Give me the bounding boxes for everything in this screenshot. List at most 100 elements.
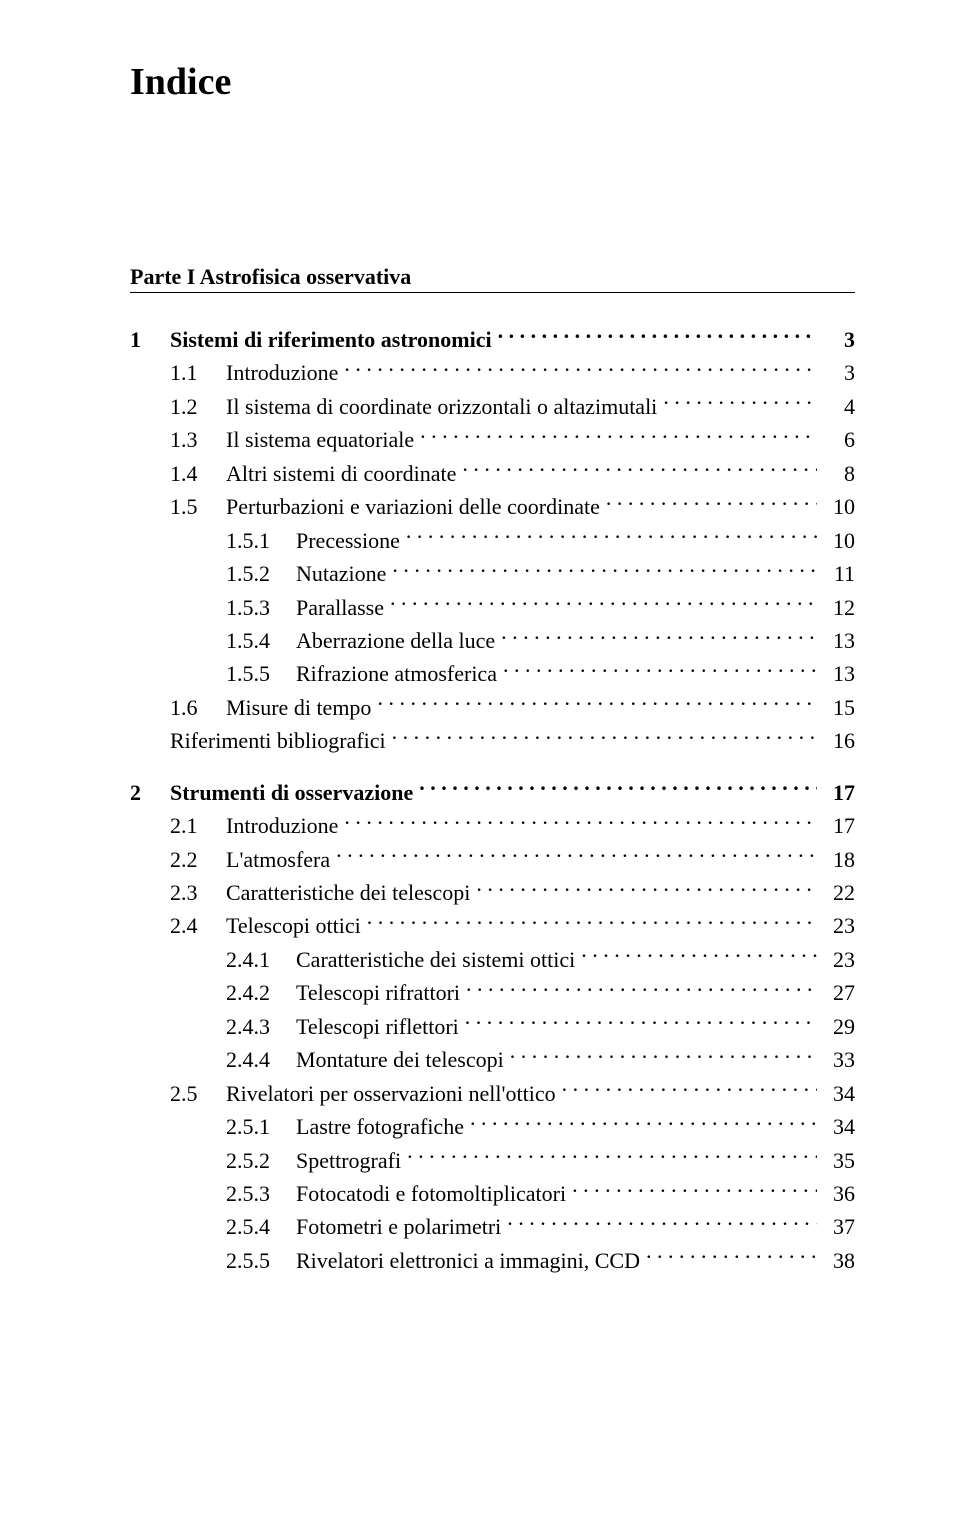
toc-entry: 2.4.2Telescopi rifrattori27 [130, 976, 855, 1009]
toc-leader-dots [606, 492, 817, 514]
toc-entry-number: 1.4 [170, 457, 226, 490]
toc-entry-number: 1.5 [170, 490, 226, 523]
toc-title: Indice [130, 60, 855, 104]
toc-entry-number: 2.5.4 [226, 1210, 296, 1243]
toc-entry-number: 1.6 [170, 691, 226, 724]
toc-entry: 1.5.3Parallasse12 [130, 591, 855, 624]
toc-entry-label: Sistemi di riferimento astronomici [170, 323, 492, 356]
toc-entry-page: 4 [823, 390, 855, 423]
toc-entry-number: 2 [130, 776, 170, 809]
toc-entry: 2.5.3Fotocatodi e fotomoltiplicatori36 [130, 1177, 855, 1210]
toc-entry: 1.5.2Nutazione11 [130, 557, 855, 590]
toc-entry-number: 1.3 [170, 423, 226, 456]
toc-entry-number: 2.5.2 [226, 1144, 296, 1177]
toc-entry: 1.5Perturbazioni e variazioni delle coor… [130, 490, 855, 523]
toc-leader-dots [476, 878, 817, 900]
toc-entry-label: Lastre fotografiche [296, 1110, 464, 1143]
toc-entry: 2.5.2Spettrografi35 [130, 1144, 855, 1177]
toc-entry-page: 13 [823, 624, 855, 657]
toc-entry-page: 34 [823, 1077, 855, 1110]
toc-entry-label: Altri sistemi di coordinate [226, 457, 456, 490]
toc-entry-number: 2.5.5 [226, 1244, 296, 1277]
toc-leader-dots [406, 526, 817, 548]
toc-entry-label: Il sistema equatoriale [226, 423, 414, 456]
toc-leader-dots [503, 659, 817, 681]
toc-entry-page: 18 [823, 843, 855, 876]
toc-entry-number: 1.5.4 [226, 624, 296, 657]
toc-entry-number: 2.5.3 [226, 1177, 296, 1210]
toc-entry-label: Parallasse [296, 591, 384, 624]
toc-entry-label: Caratteristiche dei telescopi [226, 876, 470, 909]
toc-entry-number: 1.2 [170, 390, 226, 423]
toc-entry: 1.5.4Aberrazione della luce 13 [130, 624, 855, 657]
toc-entry: 1.2Il sistema di coordinate orizzontali … [130, 390, 855, 423]
toc-entry-label: Precessione [296, 524, 400, 557]
toc-entry-number: 1 [130, 323, 170, 356]
toc-entry-number: 1.1 [170, 356, 226, 389]
toc-entry-label: Misure di tempo [226, 691, 371, 724]
part-heading: Parte I Astrofisica osservativa [130, 264, 855, 293]
toc-entry: 2.5.4Fotometri e polarimetri37 [130, 1210, 855, 1243]
toc-entry-number: 2.4.2 [226, 976, 296, 1009]
toc-entry-page: 23 [823, 943, 855, 976]
toc-entry-number: 1.5.5 [226, 657, 296, 690]
toc-entry-number: 2.1 [170, 809, 226, 842]
toc-leader-dots [377, 693, 817, 715]
toc-entry-page: 13 [823, 657, 855, 690]
toc-entry-page: 11 [823, 557, 855, 590]
toc-entry-label: Nutazione [296, 557, 386, 590]
toc-leader-dots [663, 392, 817, 414]
toc-leader-dots [336, 845, 817, 867]
toc-entry-number: 2.4 [170, 909, 226, 942]
toc-entry: 2.4Telescopi ottici 23 [130, 909, 855, 942]
toc-entry-page: 6 [823, 423, 855, 456]
toc-leader-dots [501, 626, 817, 648]
toc-entry: 1.5.5Rifrazione atmosferica13 [130, 657, 855, 690]
toc-entry-label: Telescopi ottici [226, 909, 361, 942]
toc-entry-label: Fotocatodi e fotomoltiplicatori [296, 1177, 566, 1210]
toc-entry: 1.5.1Precessione 10 [130, 524, 855, 557]
toc-entry-label: Aberrazione della luce [296, 624, 495, 657]
toc-entry-page: 33 [823, 1043, 855, 1076]
toc-entry: 2.1Introduzione 17 [130, 809, 855, 842]
toc-entry-page: 10 [823, 490, 855, 523]
toc-leader-dots [498, 325, 817, 347]
toc-leader-dots [420, 425, 817, 447]
toc-entry-number: 2.4.1 [226, 943, 296, 976]
toc-entry-page: 38 [823, 1244, 855, 1277]
toc-entry-label: Il sistema di coordinate orizzontali o a… [226, 390, 657, 423]
toc-entry-number: 2.2 [170, 843, 226, 876]
toc-entry-number: 2.4.3 [226, 1010, 296, 1043]
toc-entry-page: 10 [823, 524, 855, 557]
toc-entry: 2.4.3Telescopi riflettori 29 [130, 1010, 855, 1043]
toc-entry-label: Montature dei telescopi [296, 1043, 504, 1076]
toc-leader-dots [465, 1012, 817, 1034]
toc-entry-label: Introduzione [226, 809, 338, 842]
toc-entry-label: Caratteristiche dei sistemi ottici [296, 943, 575, 976]
toc-entry: Riferimenti bibliografici16 [130, 724, 855, 757]
toc-entry: 2.5Rivelatori per osservazioni nell'otti… [130, 1077, 855, 1110]
toc-entry-label: Rivelatori per osservazioni nell'ottico [226, 1077, 556, 1110]
toc-entry: 2Strumenti di osservazione17 [130, 776, 855, 809]
toc-entry: 1Sistemi di riferimento astronomici3 [130, 323, 855, 356]
toc-leader-dots [392, 726, 817, 748]
toc-entry: 1.4Altri sistemi di coordinate8 [130, 457, 855, 490]
toc-leader-dots [470, 1112, 817, 1134]
toc-entry: 1.3Il sistema equatoriale 6 [130, 423, 855, 456]
toc-entry-number: 2.4.4 [226, 1043, 296, 1076]
toc-entry-page: 29 [823, 1010, 855, 1043]
toc-entry-page: 17 [823, 809, 855, 842]
toc-entry-page: 34 [823, 1110, 855, 1143]
toc-entry: 2.4.4Montature dei telescopi 33 [130, 1043, 855, 1076]
toc-leader-dots [407, 1146, 817, 1168]
toc-entry-number: 1.5.1 [226, 524, 296, 557]
toc-leader-dots [466, 978, 817, 1000]
toc-entry: 2.5.5Rivelatori elettronici a immagini, … [130, 1244, 855, 1277]
toc-leader-dots [646, 1246, 817, 1268]
toc-entry-label: Telescopi rifrattori [296, 976, 460, 1009]
toc-entry-label: Spettrografi [296, 1144, 401, 1177]
toc-leader-dots [390, 593, 817, 615]
toc-entry-label: Telescopi riflettori [296, 1010, 459, 1043]
toc-entry-page: 23 [823, 909, 855, 942]
toc-leader-dots [510, 1045, 817, 1067]
